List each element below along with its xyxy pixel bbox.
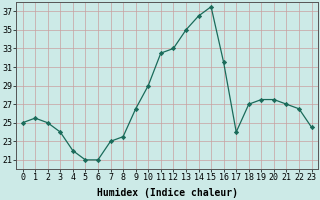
X-axis label: Humidex (Indice chaleur): Humidex (Indice chaleur) <box>97 188 237 198</box>
